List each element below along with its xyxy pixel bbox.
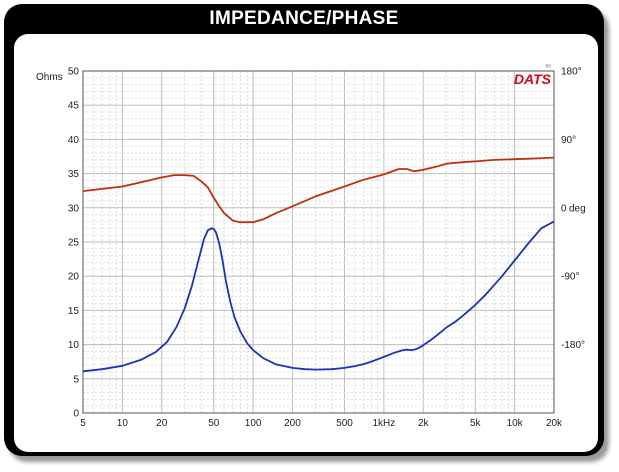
x-tick-label: 500 [336, 418, 353, 429]
y-left-tick-label: 10 [68, 340, 80, 351]
x-tick-label: 5k [470, 418, 482, 429]
y-right-tick-label: -180° [561, 340, 585, 351]
y-left-tick-label: 5 [73, 374, 79, 385]
x-tick-label: 5 [80, 418, 86, 429]
y-left-tick-label: 20 [68, 272, 80, 283]
grid-layer [83, 71, 554, 413]
x-tick-label: 1kHz [372, 418, 395, 429]
y-right-tick-label: 0 [561, 203, 567, 214]
x-tick-label: 20k [546, 418, 563, 429]
y-left-tick-label: 0 [73, 409, 79, 420]
x-tick-label: 2k [418, 418, 430, 429]
tick-layer: 5 10 20 50 100 200 500 1kHz 2k 5k 10k 20k0510152025… [68, 67, 585, 430]
chart-title: IMPEDANCE/PHASE [209, 8, 399, 29]
y-right-axis-label: deg [569, 203, 586, 214]
chart-panel [14, 34, 598, 452]
x-tick-label: 100 [245, 418, 262, 429]
y-left-tick-label: 30 [68, 203, 80, 214]
y-left-tick-label: 25 [68, 238, 80, 249]
chart-frame: IMPEDANCE/PHASE [4, 4, 604, 456]
y-left-tick-label: 40 [68, 135, 80, 146]
dats-logo-mark: ᵗᵐ [545, 64, 551, 71]
y-right-tick-label: 180° [561, 67, 582, 78]
x-tick-label: 10k [507, 418, 524, 429]
series-layer [82, 156, 555, 373]
dats-logo: DATS [514, 71, 552, 87]
y-right-tick-label: 90° [561, 135, 576, 146]
y-right-tick-label: -90° [561, 272, 579, 283]
impedance-curve [82, 220, 555, 373]
x-tick-label: 200 [284, 418, 301, 429]
y-left-tick-label: 50 [68, 67, 80, 78]
y-left-tick-label: 15 [68, 306, 80, 317]
x-tick-label: 50 [208, 418, 220, 429]
plot-border [82, 70, 555, 414]
phase-curve [82, 156, 555, 224]
x-tick-label: 20 [156, 418, 168, 429]
y-left-axis-label: Ohms [36, 72, 63, 83]
y-left-tick-label: 45 [68, 101, 80, 112]
x-tick-label: 10 [117, 418, 129, 429]
y-left-tick-label: 35 [68, 169, 80, 180]
